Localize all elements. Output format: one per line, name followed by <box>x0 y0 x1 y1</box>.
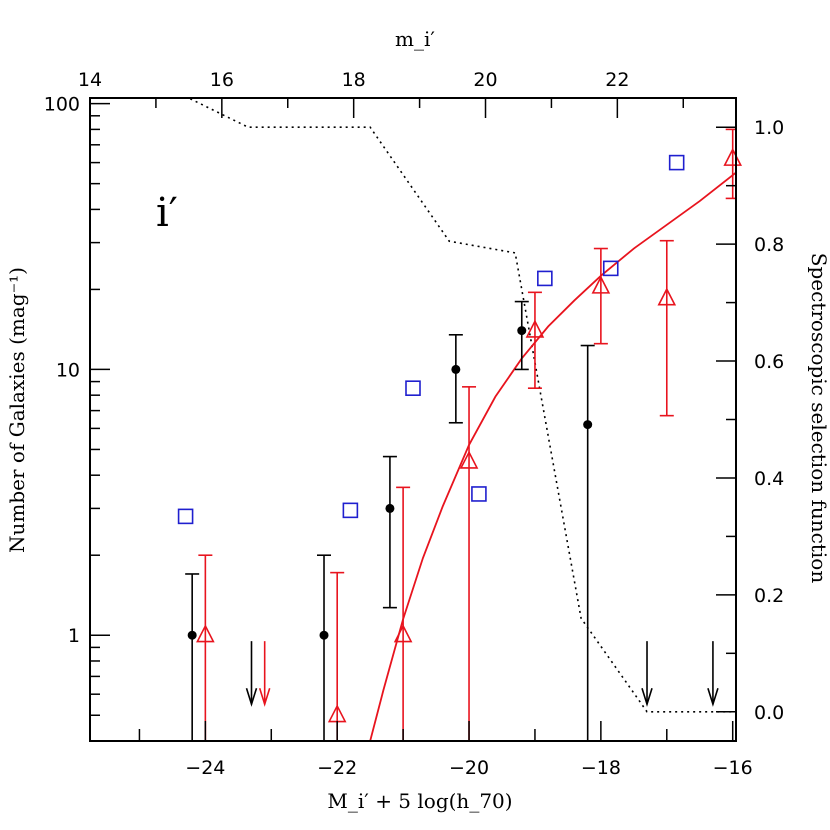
markers-layer <box>177 147 743 723</box>
data-point-triangle <box>525 319 545 338</box>
top-x-tick-label: 18 <box>342 69 366 91</box>
data-point-triangle <box>393 624 413 643</box>
x-tick-label: −18 <box>581 757 621 779</box>
data-point-square <box>668 154 685 171</box>
data-point-square <box>177 508 194 525</box>
y-tick-label: 1 <box>68 625 80 647</box>
top-x-tick-label: 22 <box>605 69 629 91</box>
data-point-triangle <box>459 450 479 469</box>
data-point-square <box>405 380 421 396</box>
y2-axis-title: Spectroscopic selection function <box>807 253 830 584</box>
schechter-fit-curve <box>369 171 736 741</box>
data-point-triangle <box>657 287 677 306</box>
data-point-square <box>602 260 619 277</box>
y2-tick-label: 0.2 <box>754 585 784 607</box>
data-point-circle <box>583 420 593 430</box>
fit-curve-layer <box>369 171 736 741</box>
data-point-triangle <box>196 624 215 643</box>
y2-tick-label: 0.0 <box>754 702 784 724</box>
data-point-circle <box>517 326 527 336</box>
data-point-square <box>537 270 553 287</box>
tick-labels-layer: −24 −22 −20 −18 −16 14 16 18 20 22 1 10 100 0.0 0.2 0.4… <box>44 69 784 779</box>
selection-function-layer <box>186 98 733 713</box>
top-x-tick-label: 20 <box>473 69 497 91</box>
x-tick-label: −24 <box>185 757 225 779</box>
y2-tick-label: 0.8 <box>754 234 784 256</box>
y-tick-label: 10 <box>56 359 80 381</box>
data-point-circle <box>187 630 197 640</box>
error-bars-layer <box>185 128 736 741</box>
y2-tick-label: 0.4 <box>754 468 784 490</box>
y-axis-title: Number of Galaxies (mag⁻¹) <box>5 267 29 553</box>
data-point-circle <box>451 364 461 374</box>
panel-label: i′ <box>156 190 178 236</box>
data-point-square <box>342 502 359 519</box>
top-x-axis-title: m_i′ <box>395 27 435 51</box>
data-point-triangle <box>591 275 611 294</box>
top-x-tick-label: 16 <box>210 69 234 91</box>
y-tick-label: 100 <box>44 94 80 116</box>
x-tick-label: −16 <box>713 757 753 779</box>
x-axis-title: M_i′ + 5 log(h_70) <box>327 789 512 813</box>
upper-limit-arrow-head <box>258 688 271 707</box>
y2-tick-label: 1.0 <box>754 117 784 139</box>
selection-function-line <box>186 98 733 713</box>
plot-frame <box>89 97 737 742</box>
upper-limit-arrow-head <box>707 688 719 707</box>
upper-limit-arrow-head <box>641 688 653 707</box>
x-tick-label: −20 <box>449 757 489 779</box>
axes-layer <box>89 97 737 742</box>
upper-limit-arrows-layer <box>245 641 719 707</box>
top-x-tick-label: 14 <box>78 69 102 91</box>
x-tick-label: −22 <box>317 757 357 779</box>
upper-limit-arrow-head <box>245 688 258 707</box>
data-point-square <box>471 486 487 502</box>
y2-tick-label: 0.6 <box>754 351 784 373</box>
data-point-circle <box>385 503 395 513</box>
data-point-circle <box>319 630 329 640</box>
